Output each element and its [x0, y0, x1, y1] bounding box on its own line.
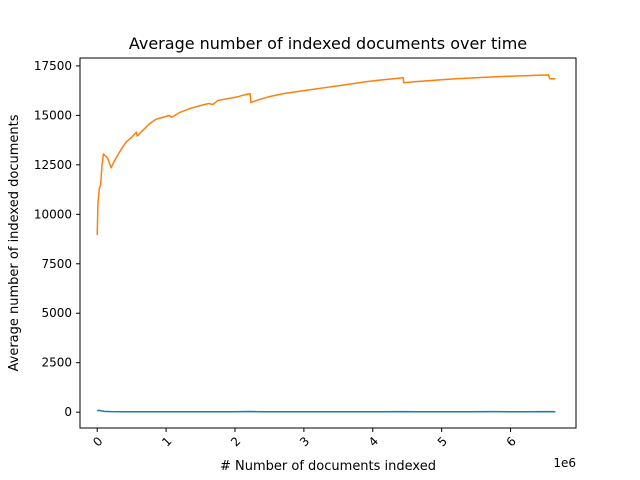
series-line-1: [96, 409, 556, 413]
y-tick-label: 15000: [34, 108, 72, 122]
chart-title: Average number of indexed documents over…: [129, 34, 527, 53]
y-tick-label: 5000: [41, 306, 72, 320]
series-layer: [96, 74, 556, 413]
series-line-2: [96, 74, 556, 236]
y-axis-label: Average number of indexed documents: [7, 114, 22, 371]
plot-area: [79, 57, 577, 429]
x-axis-offset-text: 1e6: [553, 456, 576, 470]
y-tick-label: 10000: [34, 207, 72, 221]
y-axis: 0 2500 5000 7500 10000 12500 15000 17500: [34, 59, 80, 419]
y-tick-label: 2500: [41, 356, 72, 370]
y-tick-label: 7500: [41, 257, 72, 271]
y-tick-label: 0: [64, 405, 72, 419]
y-tick-label: 17500: [34, 59, 72, 73]
axes-frame: [79, 57, 577, 429]
y-tick-label: 12500: [34, 158, 72, 172]
x-axis-label: # Number of documents indexed: [220, 459, 436, 474]
